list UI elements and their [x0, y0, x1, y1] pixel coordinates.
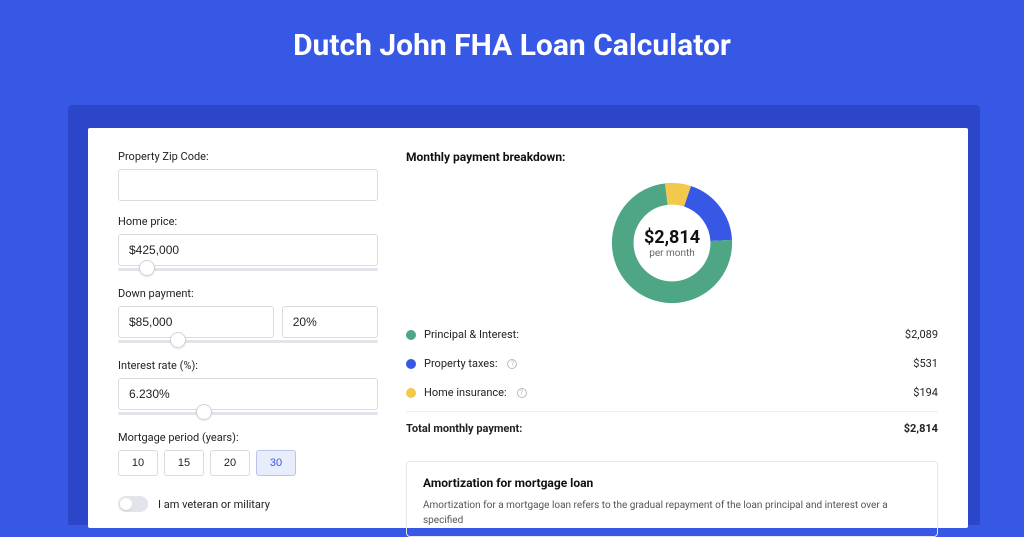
slider-track [118, 412, 378, 415]
veteran-toggle[interactable] [118, 496, 148, 512]
slider-thumb[interactable] [170, 332, 186, 348]
interest-rate-field-group: Interest rate (%): [118, 359, 378, 417]
amortization-box: Amortization for mortgage loan Amortizat… [406, 461, 938, 537]
breakdown-title: Monthly payment breakdown: [406, 150, 938, 164]
period-field-group: Mortgage period (years): 10152030 [118, 431, 378, 476]
form-column: Property Zip Code: Home price: Down paym… [118, 150, 378, 528]
veteran-label: I am veteran or military [158, 498, 270, 511]
legend-swatch [406, 330, 416, 340]
down-payment-field-group: Down payment: [118, 287, 378, 345]
legend-value: $531 [913, 357, 938, 370]
donut-amount: $2,814 [644, 227, 700, 248]
veteran-row: I am veteran or military [118, 496, 378, 512]
period-btn-15[interactable]: 15 [164, 450, 204, 476]
donut-wrap: $2,814 per month [406, 172, 938, 320]
home-price-input[interactable] [118, 234, 378, 266]
down-payment-slider[interactable] [118, 337, 378, 345]
period-options: 10152030 [118, 450, 378, 476]
period-btn-20[interactable]: 20 [210, 450, 250, 476]
down-payment-label: Down payment: [118, 287, 378, 300]
legend-value: $194 [913, 386, 938, 399]
amortization-text: Amortization for a mortgage loan refers … [423, 498, 921, 528]
home-price-slider[interactable] [118, 265, 378, 273]
legend-label: Principal & Interest: [424, 328, 519, 341]
home-price-label: Home price: [118, 215, 378, 228]
info-icon[interactable]: ? [517, 388, 527, 398]
breakdown-column: Monthly payment breakdown: $2,814 per mo… [378, 150, 938, 528]
calculator-card: Property Zip Code: Home price: Down paym… [88, 128, 968, 528]
zip-input[interactable] [118, 169, 378, 201]
legend-label: Property taxes: [424, 357, 497, 370]
slider-thumb[interactable] [196, 404, 212, 420]
slider-thumb[interactable] [139, 260, 155, 276]
interest-rate-slider[interactable] [118, 409, 378, 417]
interest-rate-label: Interest rate (%): [118, 359, 378, 372]
legend-row: Property taxes:? $531 [406, 349, 938, 378]
total-label: Total monthly payment: [406, 422, 522, 435]
home-price-field-group: Home price: [118, 215, 378, 273]
down-payment-input[interactable] [118, 306, 274, 338]
legend-swatch [406, 388, 416, 398]
legend-row: Principal & Interest: $2,089 [406, 320, 938, 349]
legend-row: Home insurance:? $194 [406, 378, 938, 407]
slider-track [118, 268, 378, 271]
amortization-title: Amortization for mortgage loan [423, 476, 921, 490]
interest-rate-input[interactable] [118, 378, 378, 410]
donut-chart: $2,814 per month [607, 178, 737, 308]
period-btn-30[interactable]: 30 [256, 450, 296, 476]
legend-value: $2,089 [905, 328, 938, 341]
legend-swatch [406, 359, 416, 369]
down-payment-pct-input[interactable] [282, 306, 378, 338]
donut-sub: per month [649, 248, 695, 259]
period-label: Mortgage period (years): [118, 431, 378, 444]
toggle-knob [120, 498, 132, 510]
period-btn-10[interactable]: 10 [118, 450, 158, 476]
donut-center: $2,814 per month [607, 178, 737, 308]
slider-track [118, 340, 378, 343]
total-row: Total monthly payment: $2,814 [406, 411, 938, 443]
total-value: $2,814 [904, 422, 938, 435]
zip-field-group: Property Zip Code: [118, 150, 378, 201]
zip-label: Property Zip Code: [118, 150, 378, 163]
page-title: Dutch John FHA Loan Calculator [0, 0, 1024, 87]
legend: Principal & Interest: $2,089 Property taxe… [406, 320, 938, 407]
legend-label: Home insurance: [424, 386, 507, 399]
info-icon[interactable]: ? [507, 359, 517, 369]
